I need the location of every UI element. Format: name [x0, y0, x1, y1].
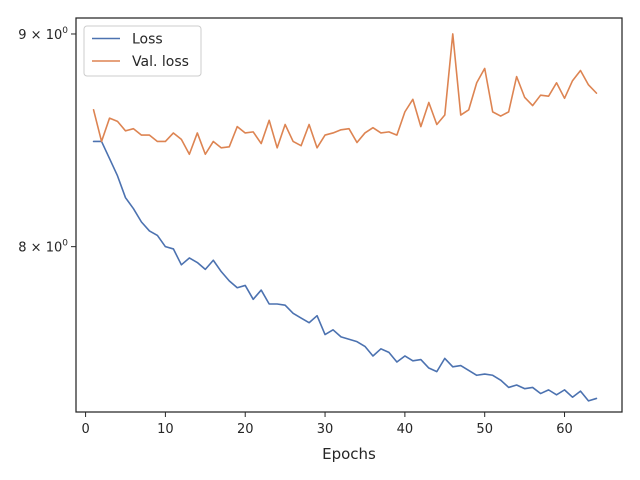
- x-axis-label: Epochs: [322, 445, 376, 463]
- legend-label-val-loss: Val. loss: [132, 54, 189, 70]
- plot-background: [76, 18, 622, 412]
- series-line-loss: [92, 140, 598, 402]
- x-tick-label: 10: [157, 422, 174, 437]
- x-tick-label: 40: [397, 422, 414, 437]
- legend: Loss Val. loss: [83, 25, 202, 77]
- x-tick-label: 30: [317, 422, 334, 437]
- y-tick-label: 9 × 100: [18, 26, 68, 43]
- y-tick-label: 8 × 100: [18, 239, 68, 256]
- x-tick-label: 50: [476, 422, 493, 437]
- legend-label-loss: Loss: [132, 32, 163, 48]
- series-line-val-loss: [92, 33, 598, 156]
- x-tick-label: 60: [556, 422, 573, 437]
- x-tick-label: 0: [81, 422, 89, 437]
- series-layer: [92, 33, 598, 402]
- x-axis: 0 10 20 30 40 50 60: [81, 412, 573, 437]
- plot-frame: [75, 17, 623, 413]
- x-tick-label: 20: [237, 422, 254, 437]
- y-axis: 8 × 100 9 × 100: [18, 26, 76, 256]
